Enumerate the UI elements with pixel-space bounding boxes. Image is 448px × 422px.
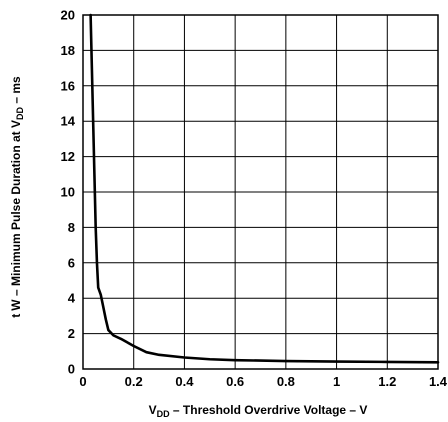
plot-border — [82, 14, 439, 370]
y-axis-label-dd: DD — [15, 106, 25, 119]
y-axis-label-w: W — [9, 299, 23, 311]
x-axis-label-sub: DD — [157, 409, 170, 417]
x-tick-label-1: 0.2 — [125, 374, 143, 389]
x-axis-label-rest: – Threshold Overdrive Voltage – V — [170, 403, 368, 417]
x-tick-label-7: 1.4 — [429, 374, 448, 389]
y-axis-label-t: t — [9, 314, 23, 318]
y-tick-label-1: 2 — [68, 326, 75, 341]
series-line-0 — [89, 13, 440, 364]
x-tick-label-6: 1.2 — [378, 374, 396, 389]
x-tick-label-5: 1 — [333, 374, 340, 389]
y-tick-labels: 0 2 4 6 8 10 12 14 16 18 20 — [61, 8, 76, 377]
y-axis-label: tW – Minimum Pulse Duration at VDD – ms — [9, 76, 25, 318]
series-layer — [89, 13, 440, 364]
y-tick-label-2: 4 — [68, 291, 76, 306]
x-axis-label: VDD – Threshold Overdrive Voltage – V — [149, 403, 368, 417]
x-tick-label-0: 0 — [79, 374, 86, 389]
y-tick-label-7: 14 — [61, 114, 76, 129]
y-tick-label-4: 8 — [68, 220, 75, 235]
x-tick-label-2: 0.4 — [175, 374, 194, 389]
x-axis-label-main: V — [149, 403, 157, 417]
x-tick-label-3: 0.6 — [226, 374, 244, 389]
y-tick-label-9: 18 — [61, 43, 75, 58]
y-tick-label-0: 0 — [68, 362, 75, 377]
x-tick-labels: 0 0.2 0.4 0.6 0.8 1 1.2 1.4 — [79, 374, 447, 389]
grid-lines — [82, 14, 439, 370]
y-tick-label-5: 10 — [61, 185, 75, 200]
y-axis-label-middle: – Minimum Pulse Duration at V — [9, 120, 23, 299]
y-tick-label-6: 12 — [61, 149, 75, 164]
y-tick-label-3: 6 — [68, 255, 75, 270]
x-tick-label-4: 0.8 — [277, 374, 295, 389]
y-axis-label-unit: – ms — [9, 76, 23, 107]
plot-frame — [82, 14, 439, 370]
y-tick-label-8: 16 — [61, 78, 75, 93]
y-tick-label-10: 20 — [61, 8, 75, 23]
